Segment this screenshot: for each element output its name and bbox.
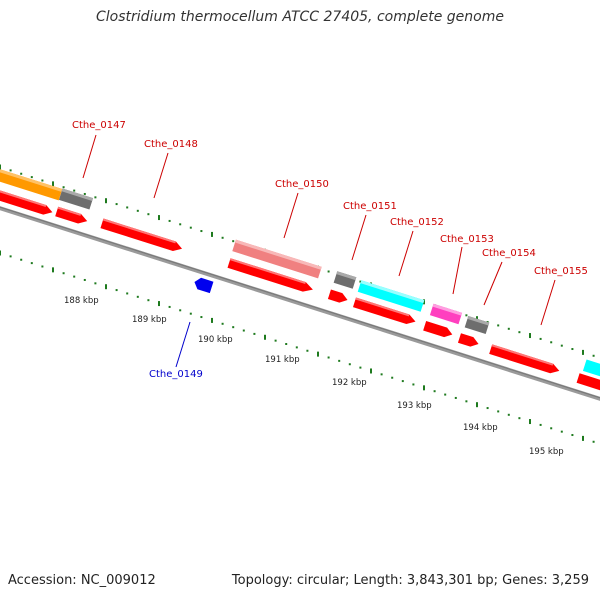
gene-label: Cthe_0150 bbox=[275, 179, 329, 190]
genome-backbone bbox=[0, 206, 600, 401]
magenta-feature-block bbox=[429, 303, 463, 325]
kbp-label: 194 kbp bbox=[463, 423, 498, 433]
map-title: Clostridium thermocellum ATCC 27405, com… bbox=[96, 9, 504, 25]
kbp-label: 192 kbp bbox=[332, 378, 367, 388]
gene-label: Cthe_0155 bbox=[534, 266, 588, 277]
gene-label: Cthe_0151 bbox=[343, 201, 397, 212]
label-leaders bbox=[82, 134, 556, 368]
gene-label: Cthe_0148 bbox=[144, 139, 198, 150]
kbp-label: 188 kbp bbox=[64, 296, 99, 306]
gene-labels: Cthe_0147 Cthe_0148 Cthe_0149 Cthe_0150 … bbox=[72, 120, 588, 380]
kbp-label: 191 kbp bbox=[265, 355, 300, 365]
kbp-label: 195 kbp bbox=[529, 447, 564, 457]
feature-ring-outer bbox=[0, 167, 600, 380]
gene-label: Cthe_0149 bbox=[149, 369, 203, 380]
gene-label: Cthe_0147 bbox=[72, 120, 126, 131]
gene-label: Cthe_0153 bbox=[440, 234, 494, 245]
scale-labels: 188 kbp 189 kbp 190 kbp 191 kbp 192 kbp … bbox=[64, 296, 564, 457]
inner-tick-ring bbox=[0, 250, 595, 443]
pink-feature-block bbox=[232, 239, 322, 279]
forward-cds-ring bbox=[0, 188, 600, 395]
cyan-feature-block bbox=[357, 280, 425, 312]
forward-cds-arrow bbox=[227, 258, 313, 292]
kbp-label: 193 kbp bbox=[397, 401, 432, 411]
forward-cds-arrow bbox=[352, 297, 416, 325]
forward-cds-arrow bbox=[457, 333, 479, 347]
gene-label: Cthe_0152 bbox=[390, 217, 444, 228]
gene-label: Cthe_0154 bbox=[482, 248, 536, 259]
forward-cds-arrow bbox=[55, 206, 88, 224]
genome-summary: Topology: circular; Length: 3,843,301 bp… bbox=[231, 573, 589, 588]
forward-cds-arrow bbox=[100, 218, 183, 252]
forward-cds-arrow bbox=[576, 373, 600, 395]
forward-cds-arrow bbox=[0, 188, 53, 215]
forward-cds-arrow bbox=[327, 289, 348, 303]
gray-feature-block bbox=[333, 271, 357, 289]
reverse-cds-arrow bbox=[194, 277, 214, 294]
accession-label: Accession: NC_009012 bbox=[8, 573, 156, 588]
cyan-feature-block bbox=[582, 359, 600, 380]
gray-feature-block bbox=[464, 315, 490, 335]
orange-feature-block bbox=[0, 167, 63, 201]
kbp-label: 190 kbp bbox=[198, 335, 233, 345]
kbp-label: 189 kbp bbox=[132, 315, 167, 325]
forward-cds-arrow bbox=[489, 344, 560, 374]
gray-feature-block bbox=[58, 188, 94, 210]
forward-cds-arrow bbox=[423, 321, 453, 338]
